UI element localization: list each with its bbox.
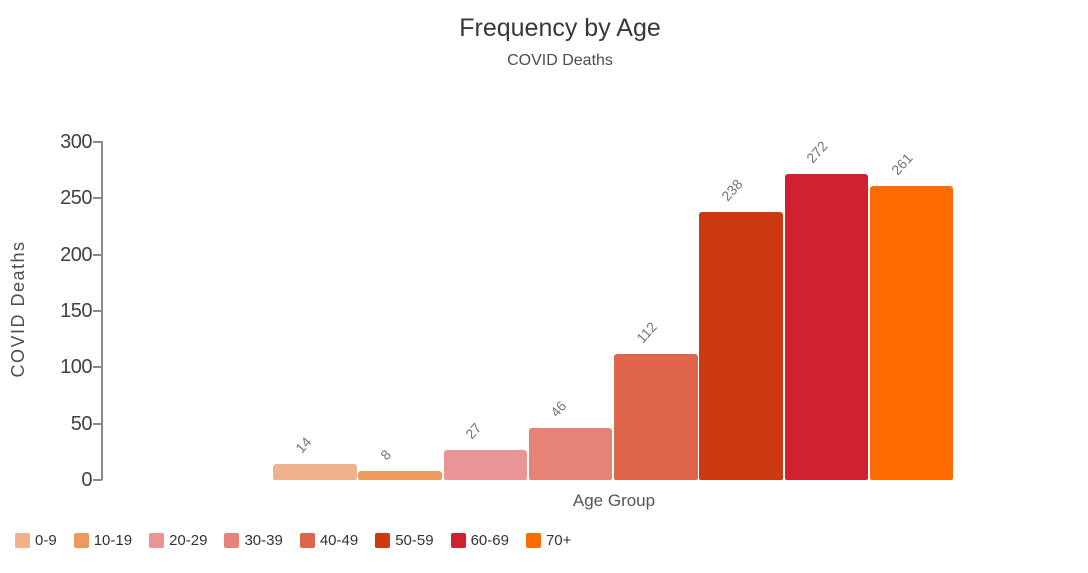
- y-tick-label: 200: [60, 243, 92, 266]
- chart-subtitle: COVID Deaths: [507, 52, 613, 69]
- legend-swatch: [149, 533, 165, 548]
- y-tick-label: 100: [60, 356, 92, 379]
- legend-item-50-59[interactable]: 50-59: [375, 532, 434, 549]
- bar-10-19[interactable]: [358, 470, 442, 480]
- y-tick-label: 300: [60, 131, 92, 153]
- bar-70+[interactable]: [869, 185, 954, 480]
- bar-30-39[interactable]: [528, 428, 613, 480]
- bar-value-label: 14: [291, 433, 315, 457]
- x-axis-title: Age Group: [572, 491, 656, 510]
- y-tick-label: 0: [81, 469, 92, 491]
- bar-value-label: 46: [547, 397, 570, 421]
- legend-label: 70+: [545, 532, 572, 549]
- legend-item-20-29[interactable]: 20-29: [149, 532, 207, 549]
- y-tick-mark: [93, 141, 102, 143]
- legend-swatch: [525, 533, 541, 548]
- legend-item-40-49[interactable]: 40-49: [299, 532, 359, 549]
- y-axis-line: [101, 141, 103, 480]
- y-tick-label: 50: [70, 412, 93, 435]
- bar-value-label: 272: [803, 137, 831, 166]
- bar-40-49[interactable]: [614, 353, 698, 480]
- legend-swatch: [450, 533, 466, 548]
- legend-swatch: [73, 533, 89, 548]
- legend-swatch: [375, 533, 391, 548]
- legend-label: 50-59: [395, 532, 434, 549]
- bar-20-29[interactable]: [443, 449, 527, 480]
- legend-item-70+[interactable]: 70+: [525, 532, 572, 549]
- y-tick-mark: [93, 253, 102, 256]
- y-tick-mark: [93, 479, 102, 481]
- legend-label: 0-9: [35, 532, 57, 549]
- legend-label: 10-19: [93, 532, 133, 549]
- legend-label: 40-49: [319, 532, 359, 549]
- legend: 0-9 10-19 20-29 30-39 40-49 50-59 60-69 70+: [15, 532, 571, 549]
- chart-title: Frequency by Age: [459, 14, 661, 42]
- bar-value-label: 112: [632, 318, 660, 346]
- legend-item-30-39[interactable]: 30-39: [224, 532, 283, 549]
- legend-swatch: [224, 533, 240, 548]
- bar-value-label: 8: [376, 446, 395, 463]
- bar-60-69[interactable]: [784, 173, 868, 480]
- y-axis-title: COVID Deaths: [8, 240, 28, 378]
- bar-value-label: 27: [462, 419, 485, 442]
- legend-item-60-69[interactable]: 60-69: [450, 532, 509, 549]
- y-tick-mark: [93, 197, 102, 200]
- y-tick-label: 250: [60, 187, 92, 210]
- bar-0-9[interactable]: [273, 464, 357, 480]
- legend-swatch: [15, 533, 30, 548]
- bar-50-59[interactable]: [699, 211, 783, 480]
- bar-value-label: 238: [717, 175, 746, 204]
- legend-label: 30-39: [244, 532, 283, 549]
- legend-label: 20-29: [169, 532, 208, 549]
- y-tick-mark: [93, 310, 102, 312]
- legend-swatch: [299, 533, 315, 548]
- bar-value-label: 261: [888, 149, 917, 178]
- y-tick-label: 150: [60, 300, 92, 322]
- y-tick-mark: [93, 366, 102, 369]
- legend-item-10-19[interactable]: 10-19: [73, 532, 133, 549]
- y-tick-mark: [93, 422, 102, 425]
- legend-label: 60-69: [470, 532, 509, 549]
- legend-item-0-9[interactable]: 0-9: [15, 532, 57, 549]
